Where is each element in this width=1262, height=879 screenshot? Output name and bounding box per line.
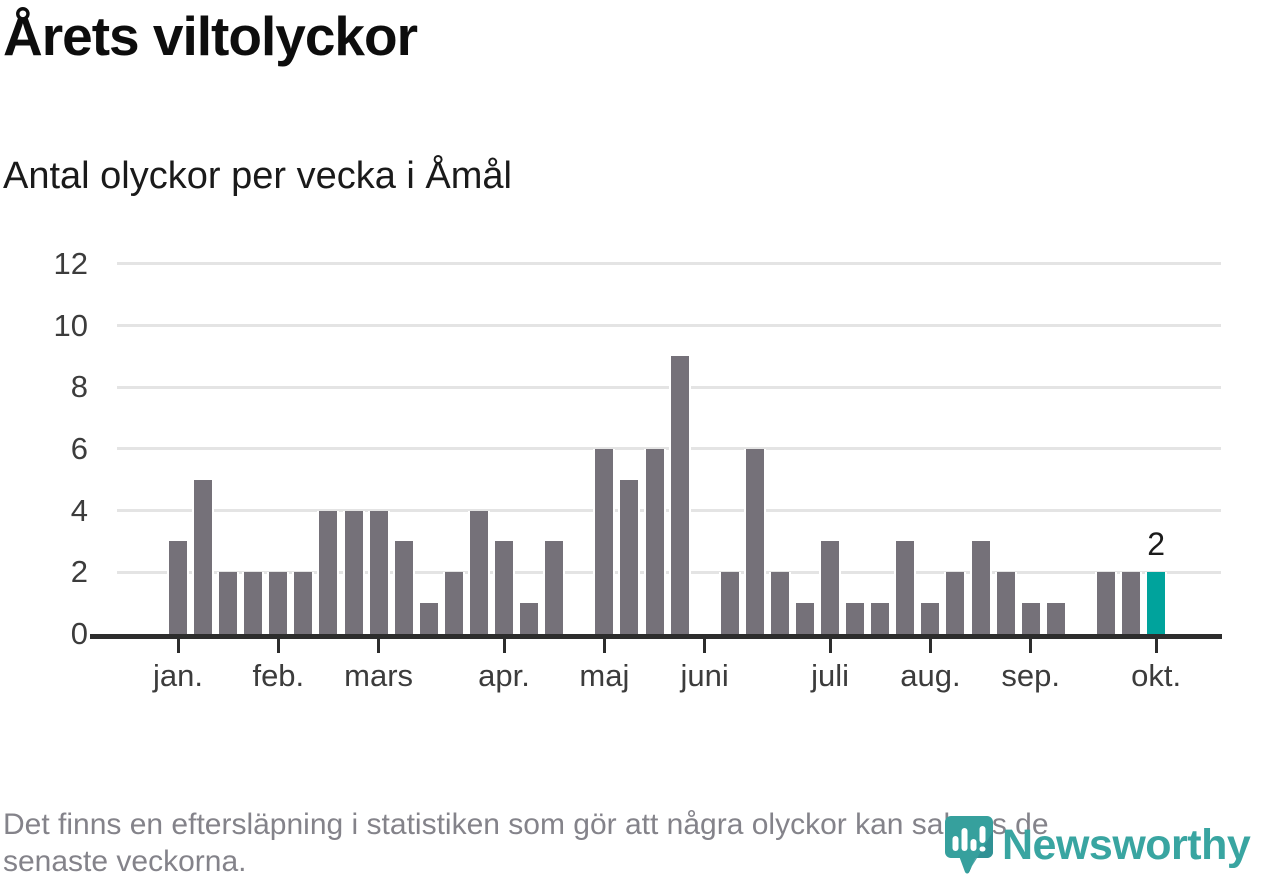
footer-note: Det finns en eftersläpning i statistiken… <box>3 806 1049 879</box>
bar-week-11 <box>417 603 440 634</box>
x-axis-label-apr: apr. <box>478 658 530 693</box>
chart-title: Årets viltolyckor <box>3 5 418 67</box>
bar-week-32 <box>944 572 967 634</box>
bar-week-9 <box>367 510 390 634</box>
gridline-y-12 <box>117 262 1221 266</box>
y-axis-label-0: 0 <box>70 616 88 651</box>
x-axis-tick-apr <box>502 639 506 653</box>
bar-week-10 <box>392 541 415 634</box>
chart-subtitle: Antal olyckor per vecka i Åmål <box>3 155 512 197</box>
newsworthy-logo: Newsworthy <box>944 815 1251 877</box>
bar-week-27 <box>819 541 842 634</box>
x-axis-label-juni: juni <box>680 658 729 693</box>
x-axis-tick-juli <box>828 639 832 653</box>
bar-week-2 <box>192 479 215 634</box>
footer-note-line-2: senaste veckorna. <box>3 845 247 878</box>
footer-note-line-1: Det finns en eftersläpning i statistiken… <box>3 808 1049 841</box>
x-axis-tick-sep <box>1029 639 1033 653</box>
y-axis-label-4: 4 <box>70 492 88 528</box>
x-axis-tick-mars <box>377 639 381 653</box>
bar-week-28 <box>844 603 867 634</box>
bar-week-16 <box>543 541 566 634</box>
bar-week-13 <box>467 510 490 634</box>
bar-week-25 <box>768 572 791 634</box>
bar-week-1 <box>167 541 189 634</box>
x-axis-label-okt: okt. <box>1131 658 1182 693</box>
newsworthy-pin-icon <box>945 816 993 874</box>
x-axis-label-jan: jan. <box>153 658 203 693</box>
bar-week-12 <box>442 572 465 634</box>
x-axis-tick-feb <box>276 639 280 653</box>
bar-week-19 <box>618 479 641 634</box>
bar-week-40-highlighted <box>1145 572 1168 634</box>
y-axis-label-10: 10 <box>53 307 88 343</box>
x-axis-tick-okt <box>1154 639 1158 653</box>
x-axis-tick-jan <box>176 639 180 653</box>
bar-week-29 <box>869 603 892 634</box>
bar-week-6 <box>292 572 315 634</box>
bar-week-33 <box>969 541 992 634</box>
bar-week-39 <box>1120 572 1143 634</box>
bar-week-30 <box>894 541 917 634</box>
bar-week-36 <box>1044 603 1067 634</box>
bar-week-23 <box>718 572 741 634</box>
x-axis-label-juli: juli <box>811 658 850 693</box>
newsworthy-wordmark: Newsworthy <box>1002 821 1251 869</box>
bar-week-18 <box>593 448 616 634</box>
bar-week-21 <box>668 356 691 634</box>
y-axis-label-6: 6 <box>70 430 88 466</box>
bar-week-5 <box>267 572 290 634</box>
x-axis-label-maj: maj <box>579 658 630 693</box>
bar-week-7 <box>317 510 340 634</box>
y-axis-label-2: 2 <box>70 554 88 590</box>
bar-week-20 <box>643 448 666 634</box>
bar-week-8 <box>342 510 365 634</box>
bar-week-14 <box>493 541 516 634</box>
bar-week-26 <box>794 603 816 634</box>
x-axis-label-mars: mars <box>344 658 414 693</box>
bar-week-35 <box>1019 603 1042 634</box>
bar-week-15 <box>518 603 541 634</box>
x-axis-label-sep: sep. <box>1001 658 1061 693</box>
bar-week-38 <box>1094 572 1117 634</box>
y-axis-label-8: 8 <box>70 369 88 405</box>
y-axis-label-12: 12 <box>53 245 88 281</box>
x-axis-tick-maj <box>602 639 606 653</box>
highlight-value-label: 2 <box>1147 526 1165 562</box>
x-axis-tick-juni <box>703 639 707 653</box>
bar-week-34 <box>994 572 1017 634</box>
gridline-y-10 <box>117 324 1221 327</box>
x-axis-tick-aug <box>928 639 932 653</box>
x-axis-line <box>90 634 1222 639</box>
bar-week-31 <box>919 603 942 634</box>
bar-week-24 <box>743 448 766 634</box>
x-axis-label-aug: aug. <box>900 658 961 693</box>
x-axis-label-feb: feb. <box>252 658 305 693</box>
bar-week-4 <box>242 572 265 634</box>
bar-week-3 <box>217 572 240 634</box>
